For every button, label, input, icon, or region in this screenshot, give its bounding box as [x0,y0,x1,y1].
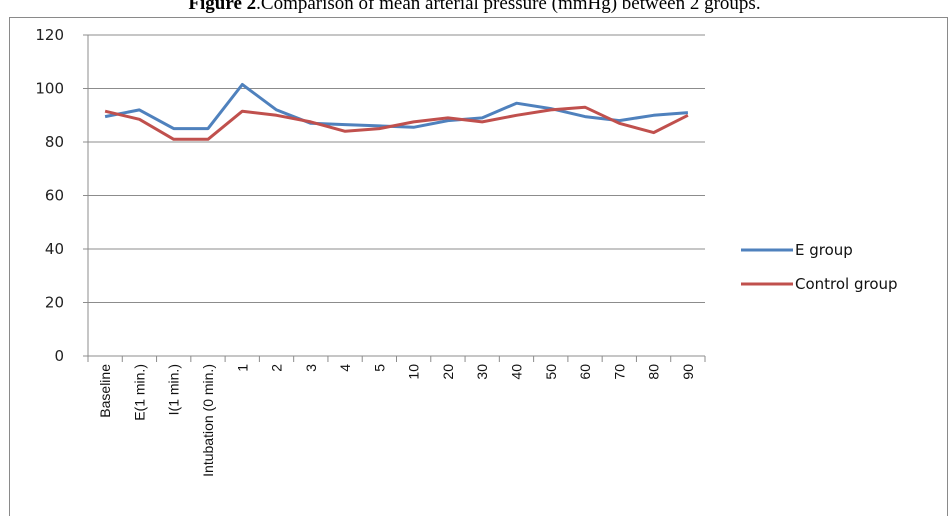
x-tick-label: 5 [371,364,387,372]
legend-label: E group [795,241,853,259]
x-tick-label: 3 [303,364,319,372]
x-tick-label: Baseline [97,364,113,418]
y-axis-tick-labels: 0 20 40 60 80 100 120 [35,26,64,365]
x-tick-label: 40 [508,364,524,380]
x-tick-label: 20 [440,364,456,380]
y-tick-label: 20 [45,294,64,312]
x-tick-label: 2 [269,364,285,372]
gridlines [88,34,705,303]
figure-caption: Figure 2.Comparison of mean arterial pre… [0,0,949,15]
figure-caption-prefix: Figure 2 [188,0,257,14]
legend-label: Control group [795,275,898,293]
x-tick-label: 60 [577,364,593,380]
y-tick-label: 80 [45,133,64,151]
x-tick-label: 50 [543,364,559,380]
legend: E group Control group [741,241,898,293]
series-line-1 [104,83,689,131]
x-tick-label: 4 [337,364,353,372]
x-tick-label: 80 [646,364,662,380]
x-tick-label: 10 [406,364,422,380]
series-line-2 [104,105,689,141]
x-axis-tick-labels: Baseline E(1 min.) I(1 min.) Intubation (0 … [97,364,696,477]
x-tick-label: 1 [234,364,250,372]
x-tick-label: 30 [474,364,490,380]
y-tick-label: 40 [45,240,64,258]
y-tick-label: 0 [54,347,64,365]
x-tick-label: E(1 min.) [131,364,147,421]
series-lines [104,83,689,141]
y-tick-label: 120 [35,26,64,44]
y-tick-label: 60 [45,187,64,205]
x-tick-label: Intubation (0 min.) [200,364,216,477]
figure-caption-text: .Comparison of mean arterial pressure (m… [256,0,761,14]
axes [83,34,706,362]
x-tick-label: 90 [680,364,696,380]
chart-frame [9,17,948,516]
x-tick-label: I(1 min.) [166,364,182,415]
x-tick-label: 70 [611,364,627,380]
y-tick-label: 100 [35,80,64,98]
